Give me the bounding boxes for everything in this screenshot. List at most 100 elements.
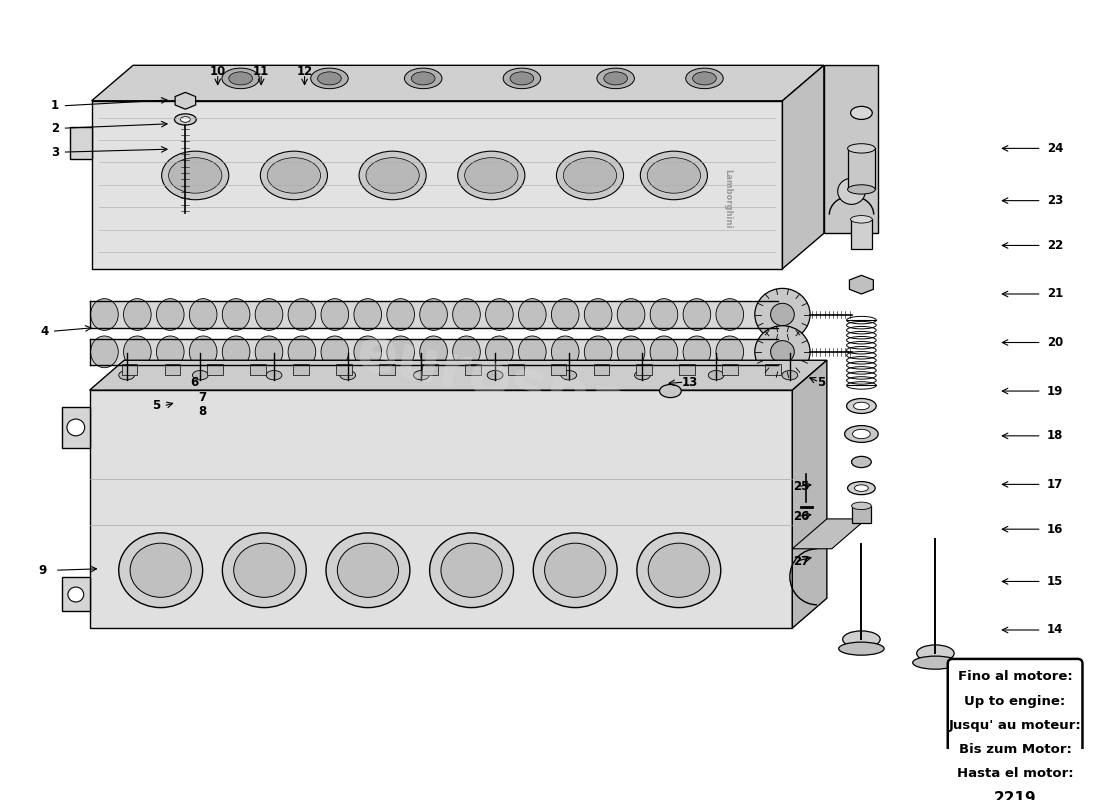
Text: 21: 21 — [1047, 287, 1064, 301]
Polygon shape — [62, 407, 89, 448]
Ellipse shape — [916, 645, 954, 662]
Text: Lamborghini: Lamborghini — [723, 169, 733, 229]
Ellipse shape — [340, 370, 355, 380]
Ellipse shape — [843, 631, 880, 648]
Ellipse shape — [487, 370, 503, 380]
Ellipse shape — [266, 370, 282, 380]
Ellipse shape — [650, 336, 678, 368]
Ellipse shape — [683, 298, 711, 330]
Text: Jusqu' au moteur:: Jusqu' au moteur: — [948, 719, 1081, 732]
Ellipse shape — [387, 298, 415, 330]
Text: 10: 10 — [210, 65, 225, 78]
Ellipse shape — [222, 68, 260, 89]
Ellipse shape — [321, 298, 349, 330]
Ellipse shape — [518, 336, 546, 368]
Ellipse shape — [855, 485, 868, 491]
Ellipse shape — [693, 72, 716, 85]
Polygon shape — [62, 577, 89, 611]
Ellipse shape — [453, 336, 481, 368]
Circle shape — [68, 587, 84, 602]
Ellipse shape — [354, 298, 382, 330]
Ellipse shape — [551, 298, 579, 330]
Ellipse shape — [635, 370, 650, 380]
Polygon shape — [766, 364, 781, 375]
FancyBboxPatch shape — [948, 659, 1082, 800]
Ellipse shape — [222, 533, 306, 607]
Ellipse shape — [359, 151, 426, 200]
Polygon shape — [175, 92, 196, 109]
Ellipse shape — [561, 370, 576, 380]
Ellipse shape — [850, 215, 872, 223]
Ellipse shape — [584, 298, 612, 330]
Text: 23: 23 — [1047, 194, 1064, 207]
Circle shape — [771, 341, 794, 363]
Ellipse shape — [913, 656, 958, 669]
Text: 27: 27 — [793, 554, 810, 568]
Polygon shape — [849, 275, 873, 294]
Ellipse shape — [192, 370, 208, 380]
Polygon shape — [89, 360, 827, 390]
Ellipse shape — [544, 543, 606, 598]
Polygon shape — [337, 364, 352, 375]
Ellipse shape — [168, 158, 222, 193]
Ellipse shape — [310, 68, 349, 89]
Ellipse shape — [850, 106, 872, 119]
Ellipse shape — [162, 151, 229, 200]
Ellipse shape — [485, 336, 514, 368]
Text: 4: 4 — [40, 325, 48, 338]
Ellipse shape — [366, 158, 419, 193]
Ellipse shape — [405, 68, 442, 89]
Polygon shape — [508, 364, 524, 375]
Ellipse shape — [130, 543, 191, 598]
Ellipse shape — [683, 336, 711, 368]
Polygon shape — [551, 364, 566, 375]
Polygon shape — [792, 519, 867, 549]
Circle shape — [755, 288, 810, 341]
Polygon shape — [122, 364, 138, 375]
Ellipse shape — [503, 68, 540, 89]
Text: 8: 8 — [199, 406, 207, 418]
Text: 7: 7 — [199, 390, 207, 403]
Polygon shape — [594, 364, 609, 375]
Ellipse shape — [648, 543, 710, 598]
Ellipse shape — [617, 298, 645, 330]
Ellipse shape — [617, 336, 645, 368]
Text: 13: 13 — [681, 375, 697, 389]
Ellipse shape — [123, 298, 151, 330]
Ellipse shape — [90, 336, 118, 368]
Polygon shape — [379, 364, 395, 375]
Ellipse shape — [119, 533, 202, 607]
Ellipse shape — [604, 72, 627, 85]
Text: Hasta el motor:: Hasta el motor: — [957, 767, 1074, 781]
Ellipse shape — [848, 185, 876, 194]
Polygon shape — [91, 101, 782, 269]
Polygon shape — [637, 364, 652, 375]
Ellipse shape — [288, 298, 316, 330]
Ellipse shape — [647, 158, 701, 193]
Ellipse shape — [458, 151, 525, 200]
Ellipse shape — [453, 298, 481, 330]
Text: 15: 15 — [1047, 575, 1064, 588]
Ellipse shape — [387, 336, 415, 368]
Ellipse shape — [441, 543, 503, 598]
Ellipse shape — [318, 72, 341, 85]
Polygon shape — [91, 66, 824, 101]
Ellipse shape — [851, 502, 871, 510]
Ellipse shape — [420, 298, 448, 330]
Polygon shape — [294, 364, 309, 375]
Ellipse shape — [597, 68, 635, 89]
Ellipse shape — [321, 336, 349, 368]
Ellipse shape — [255, 298, 283, 330]
Ellipse shape — [637, 533, 720, 607]
Polygon shape — [465, 364, 481, 375]
Polygon shape — [89, 390, 792, 628]
Ellipse shape — [222, 336, 250, 368]
Ellipse shape — [175, 114, 196, 125]
Polygon shape — [89, 338, 778, 365]
Polygon shape — [89, 302, 778, 327]
Ellipse shape — [288, 336, 316, 368]
Text: 19: 19 — [1047, 385, 1064, 398]
Text: 9: 9 — [39, 564, 46, 577]
Ellipse shape — [563, 158, 617, 193]
Ellipse shape — [420, 336, 448, 368]
